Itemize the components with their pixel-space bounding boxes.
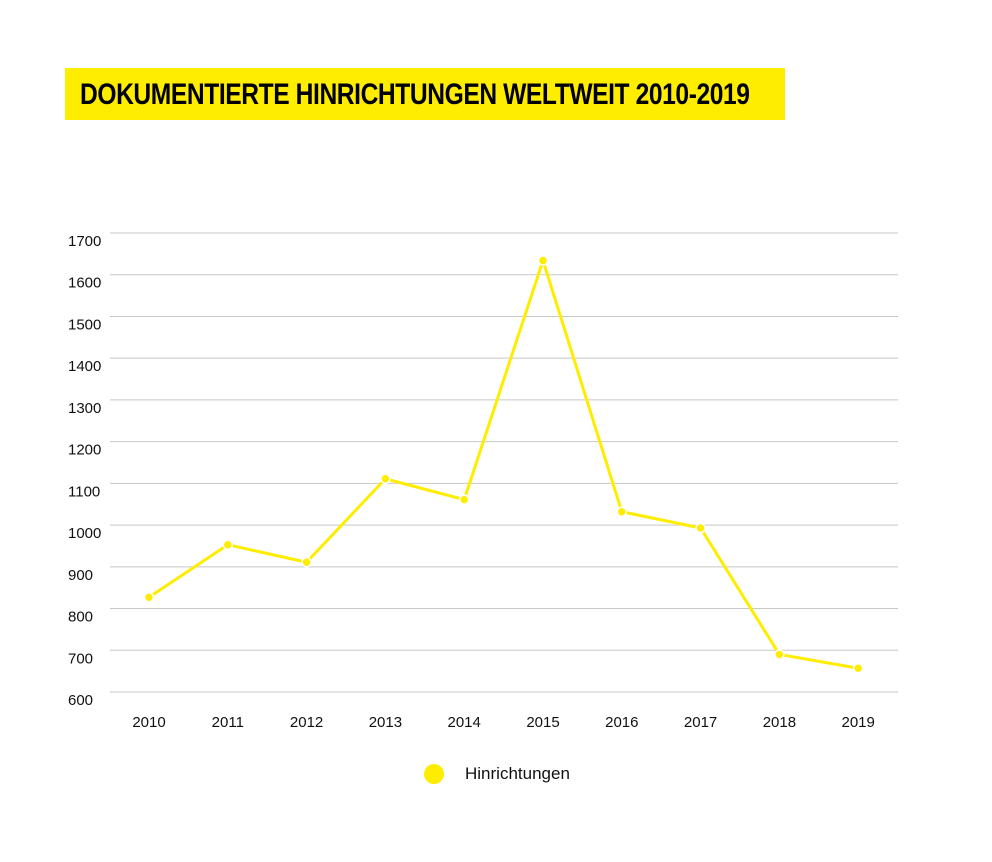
- y-tick-label: 1500: [68, 316, 101, 333]
- y-tick-label: 1300: [68, 400, 101, 417]
- data-point: [774, 649, 785, 660]
- chart-title: DOKUMENTIERTE HINRICHTUNGEN WELTWEIT 201…: [80, 78, 750, 111]
- data-point: [616, 506, 628, 517]
- y-tick-label: 1200: [68, 442, 101, 459]
- data-point: [222, 539, 234, 550]
- x-tick-label: 2013: [369, 714, 402, 731]
- legend: Hinrichtungen: [424, 764, 570, 784]
- y-tick-label: 600: [68, 692, 93, 709]
- data-point: [852, 662, 864, 674]
- y-tick-label: 1700: [68, 233, 101, 250]
- x-tick-label: 2011: [212, 714, 244, 731]
- x-tick-label: 2014: [448, 714, 481, 731]
- x-tick-label: 2016: [605, 714, 638, 731]
- x-tick-label: 2019: [842, 714, 875, 731]
- title-banner: DOKUMENTIERTE HINRICHTUNGEN WELTWEIT 201…: [65, 68, 785, 120]
- x-tick-label: 2010: [132, 714, 165, 731]
- y-tick-label: 700: [68, 650, 93, 667]
- y-tick-label: 1000: [68, 525, 101, 542]
- data-point: [380, 473, 391, 485]
- data-point: [143, 592, 155, 603]
- y-tick-label: 1400: [68, 358, 101, 375]
- x-tick-label: 2015: [526, 714, 559, 731]
- x-tick-label: 2018: [763, 714, 796, 731]
- series-line: [148, 259, 859, 670]
- y-tick-label: 900: [68, 567, 93, 584]
- legend-marker: [424, 764, 444, 784]
- data-point: [301, 556, 312, 568]
- y-tick-label: 1600: [68, 275, 101, 292]
- x-tick-label: 2017: [684, 714, 717, 731]
- y-tick-label: 1100: [68, 483, 100, 500]
- y-tick-label: 800: [68, 609, 93, 626]
- data-point: [458, 494, 470, 505]
- data-point: [537, 255, 549, 266]
- x-tick-label: 2012: [290, 714, 323, 731]
- data-point: [695, 522, 706, 534]
- legend-label: Hinrichtungen: [465, 764, 570, 783]
